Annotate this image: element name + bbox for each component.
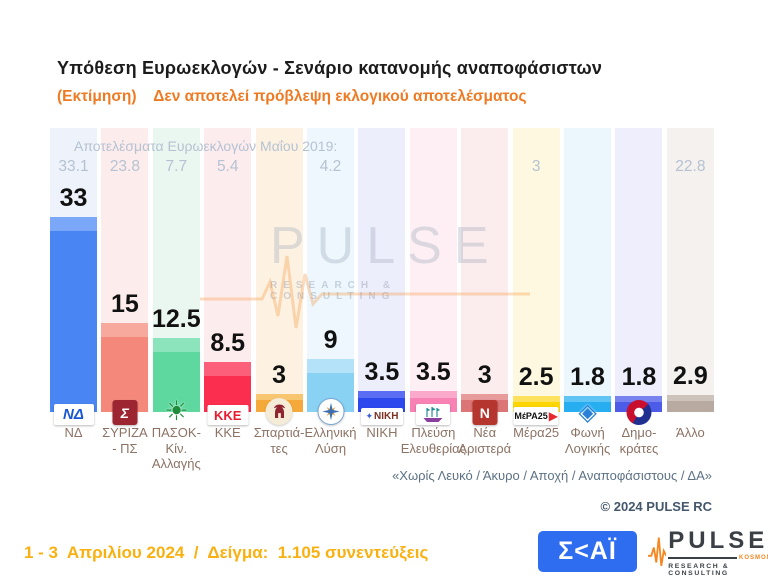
result-bar [152, 338, 200, 412]
party-column: 1.8 ◈ Φωνή Λογικής [564, 128, 612, 456]
column-background [409, 128, 457, 412]
party-column: 3.5 Πλεύση Ελευθερίας [401, 128, 466, 456]
party-name-label: Πλεύση Ελευθερίας [400, 425, 466, 456]
party-column: 7.7 12.5 ☀ ΠΑΣΟΚ-Κίν. Αλλαγής [152, 128, 201, 471]
party-name-label: Σπαρτιά- τες [253, 425, 305, 456]
bar-value-label: 33 [59, 184, 88, 212]
bar-value-label: 9 [323, 326, 338, 354]
column-background [358, 128, 406, 412]
euro2019-value: 4.2 [319, 158, 342, 175]
party-name-label: ΚΚΕ [214, 425, 241, 440]
party-name-label: ΝΙΚΗ [366, 425, 398, 440]
pulse-tag: KOSMON [739, 555, 768, 561]
column-background-layer [50, 128, 714, 412]
party-column: 4.2 9 Ελληνική Λύση [305, 128, 357, 456]
party-column: 5.4 8.5 ΚΚΕ ΚΚΕ [204, 128, 252, 440]
party-name-label: Νέα Αριστερά [458, 425, 512, 456]
result-bar [101, 323, 149, 412]
page-subtitle: (Εκτίμηση) Δεν αποτελεί πρόβλεψη εκλογικ… [57, 88, 527, 105]
party-name-label: Φωνή Λογικής [564, 425, 611, 456]
bar-value-label: 8.5 [210, 329, 246, 357]
party-column: 22.8 2.9 Άλλο [666, 128, 714, 440]
party-logo-icon: ✦ ΝΙΚΗ [360, 408, 403, 425]
euro2019-value: 23.8 [109, 158, 140, 175]
waveform-icon [648, 537, 667, 566]
page-title: Υπόθεση Ευρωεκλογών - Σενάριο κατανομής … [57, 58, 603, 78]
skai-logo-text: Σ<ΑΪ [558, 537, 617, 565]
party-name-label: ΠΑΣΟΚ-Κίν. Αλλαγής [151, 425, 201, 472]
party-logo-icon [265, 398, 293, 425]
bar-value-label: 3.5 [415, 358, 451, 386]
bar-value-label: 2.9 [672, 362, 708, 390]
bar-value-label: 3.5 [364, 358, 400, 386]
party-column: 23.8 15 Σ ΣΥΡΙΖΑ - ΠΣ [101, 128, 149, 456]
party-column: 33.1 33 ΝΔ ΝΔ [50, 128, 97, 440]
fieldwork-date-sample: 1 - 3 Απριλίου 2024 / Δείγμα: 1.105 συνε… [24, 543, 429, 562]
party-columns: 33.1 33 ΝΔ ΝΔ 23.8 15 Σ ΣΥΡΙΖΑ - ΠΣ 7.7 … [50, 128, 714, 471]
result-bar [204, 362, 252, 412]
bar-value-label: 15 [111, 290, 139, 318]
party-name-label: Ελληνική Λύση [304, 425, 357, 456]
euro2019-value: 33.1 [58, 158, 89, 175]
euro2019-header: Αποτελέσματα Ευρωεκλογών Μαΐου 2019: [74, 138, 338, 154]
bar-value-label: 2.5 [518, 363, 554, 391]
party-column: 3 Σπαρτιά- τες [254, 128, 305, 456]
party-name-label: Άλλο [676, 425, 705, 440]
column-background [666, 128, 714, 412]
pulse-logo: PULSE KOSMON RESEARCH & CONSULTING [648, 529, 768, 577]
column-background [255, 128, 303, 412]
party-logo-icon [416, 404, 451, 425]
party-logo-icon: ☀ [164, 396, 189, 426]
party-logo-icon: ΚΚΕ [207, 405, 249, 425]
party-logo-icon: Ν [472, 400, 498, 425]
party-column: 3 2.5 ΜέΡΑ25 ▶ Μέρα25 [512, 128, 560, 440]
column-background [615, 128, 663, 412]
party-logo-icon: ◈ [578, 399, 597, 426]
party-logo-icon [626, 400, 652, 425]
euro2019-value: 22.8 [675, 158, 706, 175]
result-bar [564, 396, 612, 412]
result-bar [666, 395, 714, 412]
euro2019-value: 7.7 [165, 158, 188, 175]
copyright-note: © 2024 PULSE RC [600, 499, 712, 514]
pulse-logo-text: PULSE KOSMON RESEARCH & CONSULTING [668, 529, 768, 577]
party-logo-icon [317, 398, 345, 425]
methodology-note: «Χωρίς Λευκό / Άκυρο / Αποχή / Αναποφάσι… [392, 468, 712, 483]
party-name-label: Μέρα25 [513, 425, 560, 440]
party-logo-icon: ΝΔ [53, 404, 94, 425]
bar-value-label: 12.5 [151, 305, 201, 333]
bar-value-label: 1.8 [621, 363, 657, 391]
bar-value-label: 3 [272, 361, 287, 389]
bar-value-label: 1.8 [570, 363, 605, 391]
euro2019-value: 3 [531, 158, 541, 175]
bar-chart: Αποτελέσματα Ευρωεκλογών Μαΐου 2019: PUL… [50, 128, 714, 471]
result-bar [358, 391, 406, 412]
party-logo-icon: ΜέΡΑ25 ▶ [513, 407, 559, 425]
party-name-label: ΣΥΡΙΖΑ - ΠΣ [102, 425, 148, 456]
party-logo-icon: Σ [112, 400, 138, 425]
result-bar [50, 217, 97, 412]
column-background [512, 128, 560, 412]
skai-logo: Σ<ΑΪ [538, 531, 637, 572]
euro2019-value: 5.4 [216, 158, 239, 175]
column-background [564, 128, 612, 412]
party-column: 1.8 Δημο- κράτες [615, 128, 663, 456]
column-background [461, 128, 509, 412]
logo-rule [668, 557, 738, 559]
party-column: 3.5 ✦ ΝΙΚΗ ΝΙΚΗ [358, 128, 406, 440]
party-column: 3 Ν Νέα Αριστερά [458, 128, 511, 456]
party-name-label: ΝΔ [64, 425, 83, 440]
bar-value-label: 3 [477, 361, 492, 389]
party-name-label: Δημο- κράτες [619, 425, 659, 456]
